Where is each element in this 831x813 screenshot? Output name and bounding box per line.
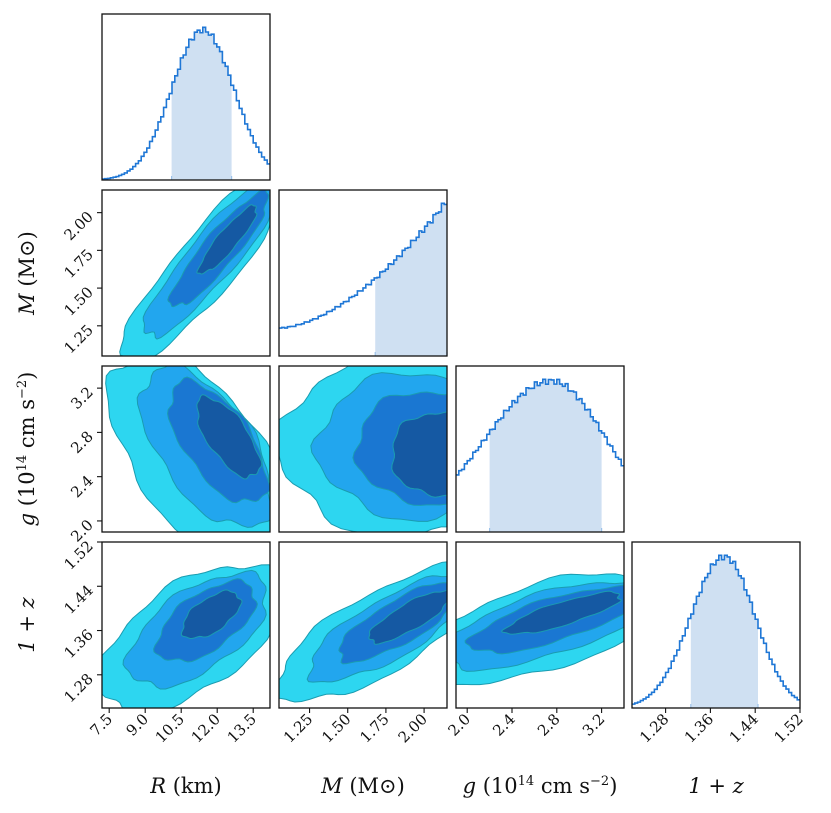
y-tick-label: 1.52 bbox=[60, 537, 96, 573]
histogram-z bbox=[632, 554, 800, 705]
axis-unit: (10 bbox=[15, 471, 39, 513]
axis-exponent: −2 bbox=[590, 774, 609, 789]
x-tick-label: 3.2 bbox=[579, 710, 609, 740]
x-tick-label: 10.5 bbox=[152, 710, 188, 746]
x-axis-label-g: g (1014 cm s−2) bbox=[463, 774, 618, 798]
x-tick-label: 2.0 bbox=[444, 710, 474, 740]
panel-frame bbox=[278, 189, 448, 357]
x-tick-label: 13.5 bbox=[224, 710, 260, 746]
x-tick-label: 9.0 bbox=[122, 710, 152, 740]
x-tick-label: 2.4 bbox=[489, 710, 519, 740]
axis-unit: (M⊙) bbox=[15, 231, 39, 293]
x-tick-label: 1.25 bbox=[280, 710, 316, 746]
axis-unit: (10 bbox=[476, 774, 518, 798]
contour-panel-g-vs-M bbox=[279, 366, 447, 532]
x-tick-label: 1.36 bbox=[681, 710, 717, 746]
axis-symbol: 1 + z bbox=[15, 596, 39, 652]
y-tick-label: 2.8 bbox=[67, 428, 97, 458]
contour-panel-z-vs-g bbox=[456, 573, 624, 686]
axis-symbol: M bbox=[15, 293, 39, 316]
contour-level-core bbox=[500, 590, 622, 635]
y-axis-label-g: g (1014 cm s−2) bbox=[15, 372, 39, 527]
y-tick-label: 3.2 bbox=[67, 383, 97, 413]
y-axis-label-z: 1 + z bbox=[15, 596, 39, 652]
contour-level-core bbox=[368, 589, 447, 645]
contour-level-core bbox=[196, 394, 263, 480]
credible-interval-z bbox=[690, 555, 758, 708]
credible-interval-M bbox=[375, 203, 447, 356]
y-tick-label: 1.50 bbox=[60, 283, 96, 319]
x-axis-label-M: M (M⊙) bbox=[320, 774, 405, 798]
y-tick-label: 2.00 bbox=[60, 208, 96, 244]
marginal-M bbox=[279, 202, 448, 356]
x-tick-label: 7.5 bbox=[86, 710, 116, 740]
panel-frame bbox=[101, 541, 271, 709]
axis-unit: ) bbox=[609, 774, 617, 798]
y-tick-label: 1.25 bbox=[60, 321, 96, 357]
x-tick-label: 2.00 bbox=[395, 710, 431, 746]
contour-level-core bbox=[196, 204, 258, 275]
axis-symbol: R bbox=[149, 774, 166, 798]
y-tick-label: 1.44 bbox=[60, 581, 96, 617]
axis-unit: cm s bbox=[534, 774, 590, 798]
histogram-g bbox=[456, 378, 624, 476]
axis-unit: ) bbox=[15, 372, 39, 380]
axis-symbol: g bbox=[15, 513, 39, 526]
x-tick-label: 1.28 bbox=[636, 710, 672, 746]
axis-unit: cm s bbox=[15, 399, 39, 455]
panel-frame bbox=[101, 365, 271, 533]
axis-symbol: M bbox=[320, 774, 343, 798]
credible-interval-g bbox=[489, 379, 602, 532]
axis-exponent: 14 bbox=[518, 774, 535, 789]
y-tick-label: 1.75 bbox=[60, 245, 96, 281]
x-axis-label-R: R (km) bbox=[149, 774, 222, 798]
contour-panel-z-vs-M bbox=[279, 561, 447, 703]
contour-panel-z-vs-R bbox=[102, 564, 270, 708]
contour-level-core bbox=[180, 589, 243, 639]
y-tick-label: 2.4 bbox=[67, 472, 97, 502]
panel-frame bbox=[278, 365, 448, 533]
y-tick-label: 1.36 bbox=[60, 626, 96, 662]
axis-unit: (M⊙) bbox=[343, 774, 405, 798]
axis-unit: (km) bbox=[166, 774, 222, 798]
x-tick-label: 1.44 bbox=[726, 710, 762, 746]
marginal-R bbox=[102, 26, 270, 181]
histogram-M bbox=[279, 202, 447, 329]
x-tick-label: 2.8 bbox=[534, 710, 564, 740]
y-axis-label-M: M (M⊙) bbox=[15, 231, 39, 316]
panel-frame bbox=[101, 189, 271, 357]
panel-frame bbox=[455, 365, 625, 533]
panel-frame bbox=[278, 541, 448, 709]
y-tick-label: 1.28 bbox=[60, 670, 96, 706]
contour-panel-M-vs-R bbox=[119, 190, 270, 356]
x-tick-label: 12.0 bbox=[188, 710, 224, 746]
marginal-z bbox=[632, 554, 800, 708]
credible-interval-R bbox=[171, 27, 232, 181]
contour-level-core bbox=[391, 411, 447, 498]
axis-exponent: 14 bbox=[15, 455, 30, 472]
marginal-g bbox=[456, 378, 624, 532]
axis-symbol: 1 + z bbox=[688, 774, 744, 798]
histogram-R bbox=[102, 26, 270, 180]
panel-frame bbox=[455, 541, 625, 709]
axis-exponent: −2 bbox=[15, 380, 30, 399]
contour-panel-g-vs-R bbox=[105, 366, 270, 532]
x-tick-label: 1.52 bbox=[770, 710, 806, 746]
x-tick-label: 1.75 bbox=[356, 710, 392, 746]
x-tick-label: 1.50 bbox=[318, 710, 354, 746]
x-axis-label-z: 1 + z bbox=[688, 774, 744, 798]
panel-frame bbox=[101, 13, 271, 181]
axis-symbol: g bbox=[463, 774, 476, 798]
panel-frame bbox=[631, 541, 801, 709]
